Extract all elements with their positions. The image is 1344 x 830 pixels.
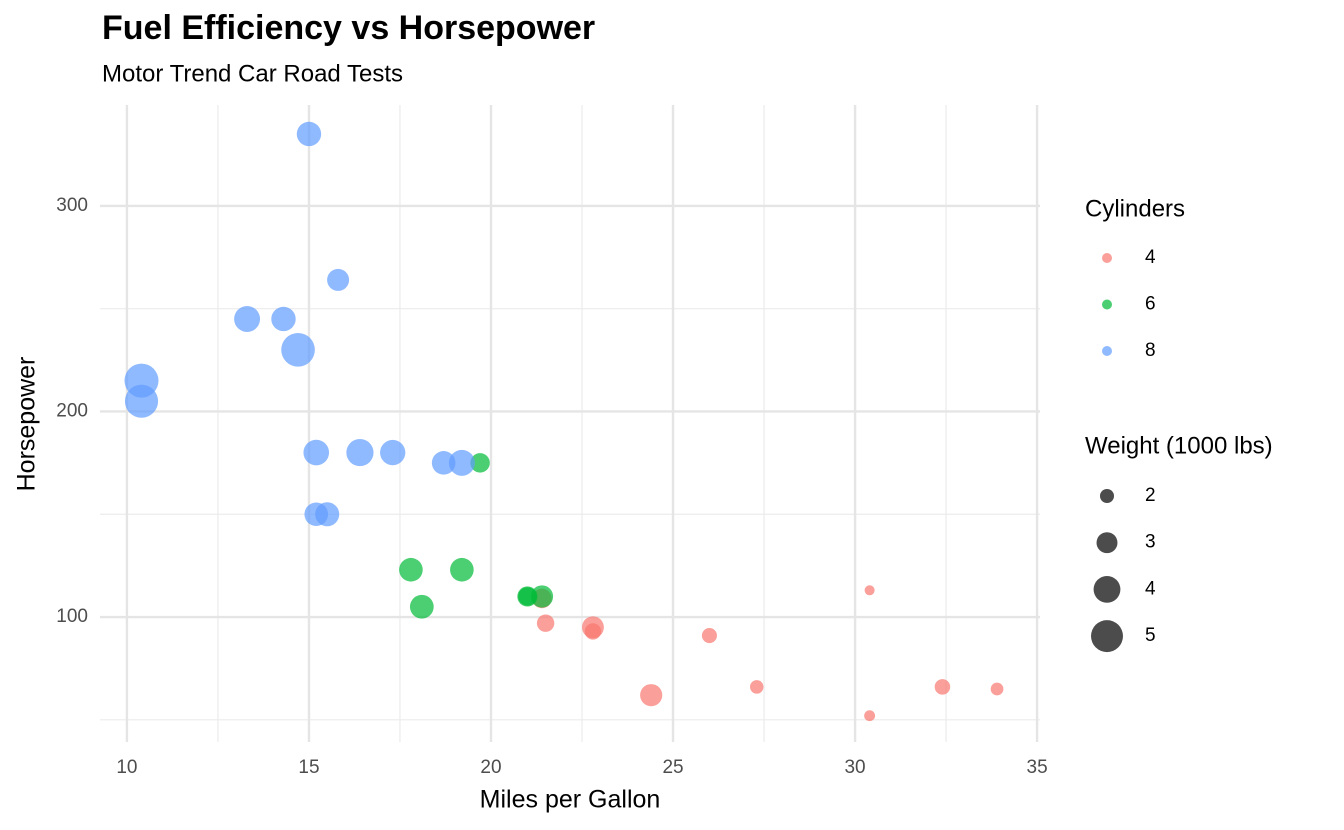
- legend-swatch: [1102, 346, 1112, 356]
- point: [281, 332, 315, 367]
- point: [581, 616, 604, 639]
- chart-subtitle: Motor Trend Car Road Tests: [102, 60, 403, 87]
- point: [234, 306, 261, 332]
- point: [536, 614, 555, 632]
- point: [701, 627, 717, 644]
- point: [346, 438, 374, 467]
- point: [431, 451, 456, 475]
- y-axis-title: Horsepower: [13, 357, 41, 492]
- size-legend-label: 4: [1145, 578, 1156, 599]
- size-legend-label: 5: [1145, 625, 1156, 646]
- point: [380, 439, 406, 466]
- x-tick-label: 30: [844, 757, 865, 778]
- size-legend-swatch: [1096, 532, 1118, 554]
- point: [640, 684, 663, 707]
- point: [450, 557, 474, 582]
- size-legend-swatch: [1093, 575, 1121, 603]
- y-tick-label: 100: [56, 606, 88, 627]
- legend-title: Cylinders: [1085, 195, 1185, 222]
- point: [750, 680, 764, 694]
- legend-label: 4: [1145, 247, 1156, 268]
- point: [448, 449, 475, 476]
- y-tick-label: 200: [56, 400, 88, 421]
- point: [864, 710, 876, 722]
- size-legend-title: Weight (1000 lbs): [1085, 432, 1273, 459]
- point: [864, 585, 875, 596]
- x-axis-title: Miles per Gallon: [480, 786, 661, 814]
- point: [990, 682, 1004, 696]
- size-legend-label: 2: [1145, 485, 1156, 506]
- point: [530, 585, 554, 608]
- point: [409, 594, 434, 619]
- x-tick-label: 25: [662, 757, 683, 778]
- x-tick-label: 10: [116, 757, 137, 778]
- size-legend-swatch: [1091, 620, 1123, 653]
- y-tick-label: 300: [56, 195, 88, 216]
- chart-title: Fuel Efficiency vs Horsepower: [102, 9, 595, 47]
- legend-swatch: [1102, 253, 1112, 263]
- x-tick-label: 15: [298, 757, 319, 778]
- size-legend-swatch: [1099, 488, 1115, 504]
- point: [934, 679, 951, 695]
- size-legend-label: 3: [1145, 532, 1156, 553]
- point: [304, 502, 329, 527]
- point: [124, 363, 159, 398]
- x-tick-label: 35: [1027, 757, 1048, 778]
- point: [327, 268, 350, 291]
- legend-label: 8: [1145, 340, 1156, 361]
- point: [271, 306, 296, 332]
- point: [470, 453, 490, 473]
- point: [296, 121, 322, 147]
- point: [399, 557, 423, 582]
- legend-swatch: [1102, 299, 1112, 310]
- point: [303, 439, 330, 466]
- x-tick-label: 20: [480, 757, 501, 778]
- legend-label: 6: [1145, 294, 1156, 315]
